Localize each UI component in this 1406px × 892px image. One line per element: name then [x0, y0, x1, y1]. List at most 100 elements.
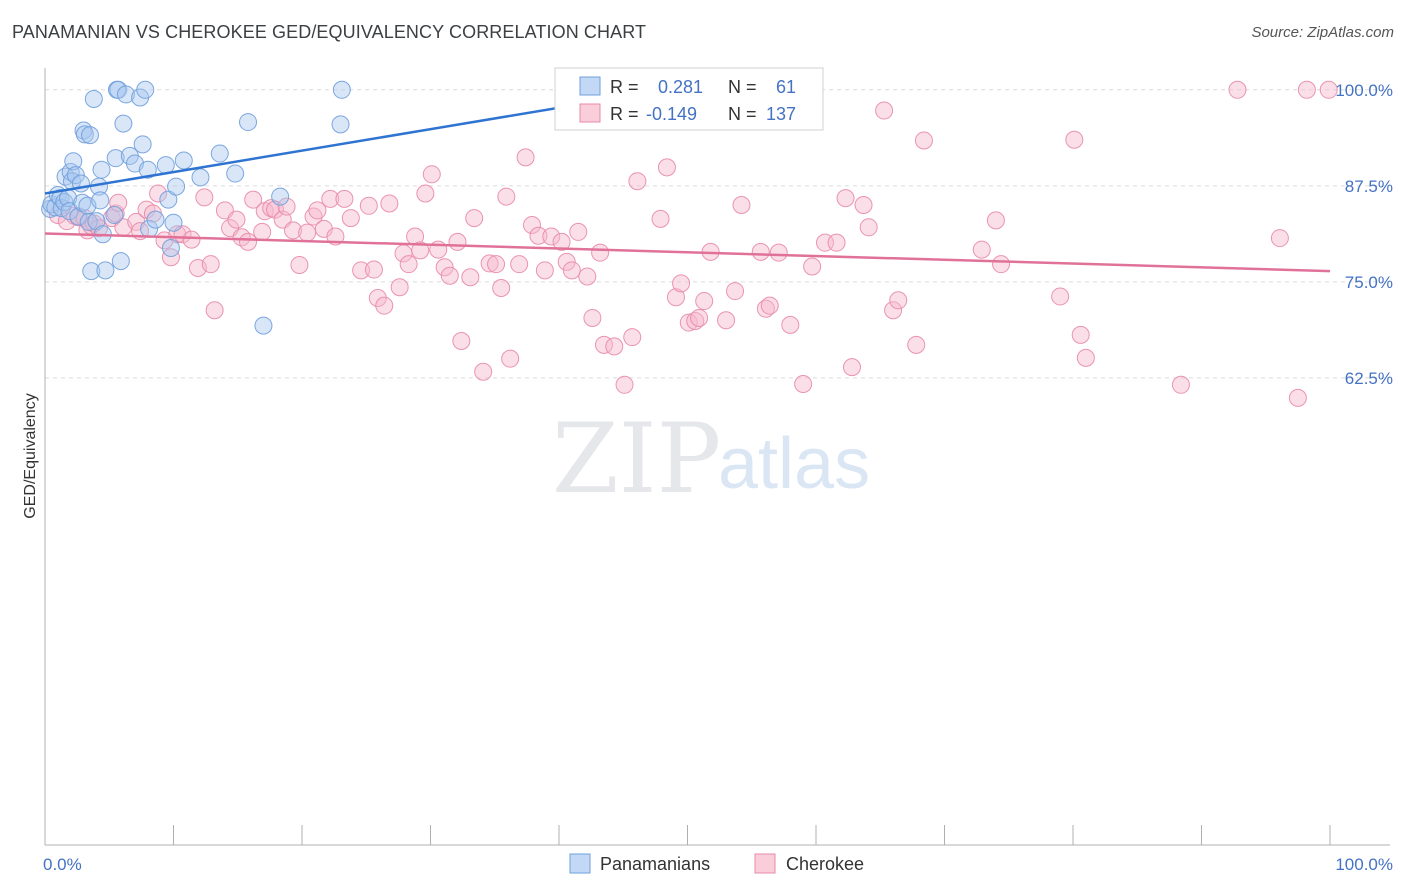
cherokee-point [986, 211, 1005, 230]
labels-layer: 62.5% 75.0% 87.5% 100.0% 0.0% 100.0% GED/Equiv… [22, 81, 1393, 874]
bottom-legend-swatch-cherokee [754, 853, 776, 874]
panamanian-point [96, 261, 115, 280]
cherokee-point [232, 228, 251, 247]
cherokee-point [461, 268, 480, 287]
grid-layer [45, 89, 1390, 379]
cherokee-point [422, 165, 441, 184]
cherokee-point [578, 267, 597, 286]
cherokee-point [497, 187, 516, 206]
cherokee-point [341, 209, 360, 228]
cherokee-point [452, 332, 471, 351]
panamanian-point [161, 239, 180, 258]
cherokee-point [569, 222, 588, 241]
cherokee-point [1297, 80, 1316, 99]
cherokee-point [375, 296, 394, 315]
cherokee-point [854, 196, 873, 215]
cherokee-point [321, 189, 340, 208]
cherokee-point [679, 313, 698, 332]
panamanian-point [164, 213, 183, 232]
cherokee-point [239, 232, 258, 251]
cherokee-point [510, 255, 529, 274]
source-label: Source: ZipAtlas.com [1251, 24, 1394, 41]
panamanian-point [92, 160, 111, 179]
y-tick-label: 100.0% [1335, 81, 1393, 100]
cherokee-point [1288, 388, 1307, 407]
cherokee-point [889, 291, 908, 310]
legend-box: R = 0.281 N = 61 R = -0.149 N = 137 [554, 67, 824, 131]
cherokee-point [149, 184, 168, 203]
cherokee-point [803, 257, 822, 276]
cherokee-point [352, 261, 371, 280]
cherokee-point [227, 210, 246, 229]
legend-n-value-panamanians: 61 [776, 77, 796, 97]
panamanian-point [61, 162, 80, 181]
cherokee-point [480, 254, 499, 273]
cherokee-point [1051, 287, 1070, 306]
cherokee-point [244, 190, 263, 209]
cherokee-point [399, 255, 418, 274]
bottom-legend-label-cherokee: Cherokee [786, 854, 864, 874]
cherokee-point [842, 358, 861, 377]
cherokee-point [501, 349, 520, 368]
cherokee-point [1270, 229, 1289, 248]
panamanian-point [254, 316, 273, 335]
panamanian-point [332, 80, 351, 99]
cherokee-point [364, 260, 383, 279]
cherokee-point [448, 232, 467, 251]
cherokee-point [390, 278, 409, 297]
cherokee-point [516, 148, 535, 167]
cherokee-point [205, 301, 224, 320]
cherokee-point [435, 258, 454, 277]
cherokee-point [884, 301, 903, 320]
cherokee-point [760, 296, 779, 315]
cherokee-point [794, 375, 813, 394]
panamanian-point [80, 126, 99, 145]
legend-r-value-cherokee: -0.149 [646, 104, 697, 124]
bottom-legend: Panamanians Cherokee [569, 853, 864, 874]
panamanian-point [60, 202, 79, 221]
cherokee-point [298, 223, 317, 242]
cherokee-point [474, 362, 493, 381]
x-tick-label-end: 100.0% [1335, 855, 1393, 874]
panamanian-point [167, 177, 186, 196]
cherokee-point [440, 266, 459, 285]
panamanian-point [75, 125, 94, 144]
cherokee-point [523, 216, 542, 235]
cherokee-point [605, 337, 624, 356]
x-tick-label-start: 0.0% [43, 855, 82, 874]
panamanian-point [156, 156, 175, 175]
panamanian-point [87, 212, 106, 231]
cherokee-point [284, 221, 303, 240]
cherokee-point [529, 226, 548, 245]
cherokee-point [552, 232, 571, 251]
axes-layer [44, 68, 1390, 846]
cherokee-point [836, 189, 855, 208]
cherokee-point [562, 261, 581, 280]
cherokee-point [335, 189, 354, 208]
cherokee-point [557, 252, 576, 271]
cherokee-point [690, 308, 709, 327]
panamanian-point [111, 252, 130, 271]
cherokee-point [695, 292, 714, 311]
panamanian-point [210, 144, 229, 163]
cherokee-point [769, 243, 788, 262]
cherokee-point [666, 288, 685, 307]
cherokee-point [1076, 348, 1095, 367]
cherokee-trend-line [44, 232, 1331, 273]
cherokee-point [591, 243, 610, 262]
panamanian-point [73, 193, 92, 212]
legend-swatch-panamanians [579, 76, 601, 96]
watermark-atlas: atlas [718, 424, 870, 504]
cherokee-point [535, 261, 554, 280]
cherokee-point [359, 196, 378, 215]
panamanian-point [331, 115, 350, 134]
panamanian-point [91, 191, 110, 210]
panamanian-point [84, 90, 103, 109]
cherokee-point [1071, 325, 1090, 344]
cherokee-point [623, 328, 642, 347]
cherokee-point [487, 255, 506, 274]
cherokee-point [972, 240, 991, 259]
panamanian-point [191, 168, 210, 187]
panamanian-point [133, 135, 152, 154]
